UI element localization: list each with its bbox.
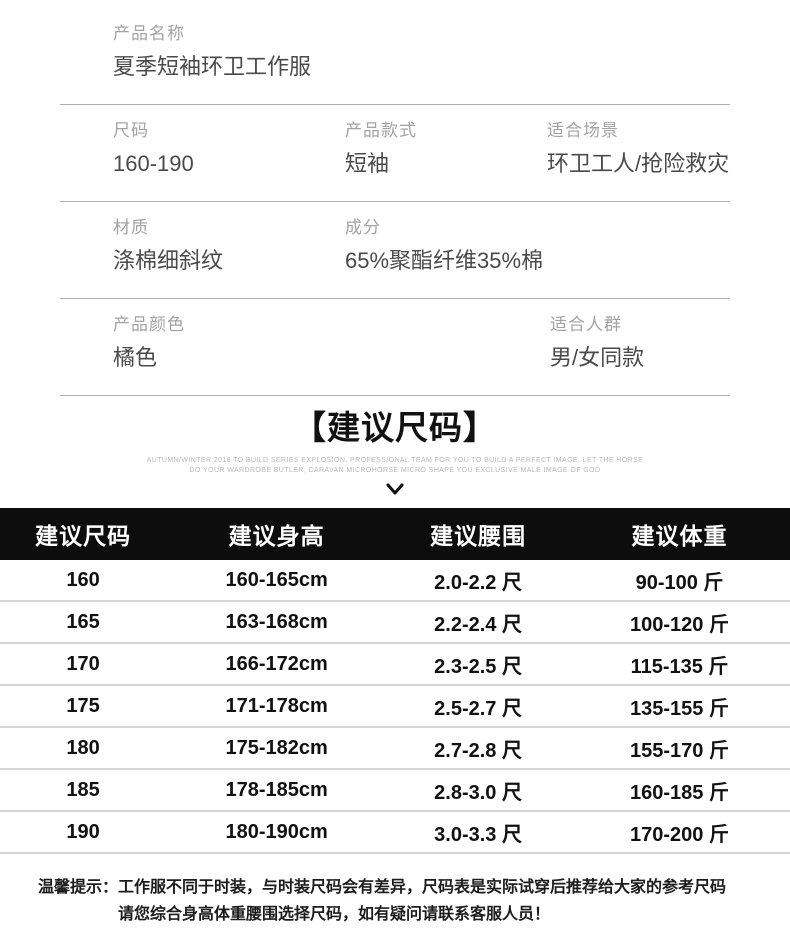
- spec-cell: 产品款式 短袖: [345, 119, 547, 179]
- spec-value-material: 涤棉细斜纹: [113, 248, 224, 273]
- spec-label-material: 材质: [113, 218, 149, 237]
- cell-size: 160: [0, 560, 167, 602]
- spec-cell: 成分 65%聚酯纤维35%棉: [345, 216, 730, 276]
- header-suggested-height: 建议身高: [166, 508, 388, 560]
- suggested-size-title: 【建议尺码】: [293, 409, 497, 446]
- cell-height: 160-165cm: [166, 560, 388, 602]
- cell-size: 180: [0, 727, 167, 770]
- spec-value-product-name: 夏季短袖环卫工作服: [113, 54, 312, 79]
- cell-waist: 2.7-2.8 尺: [387, 727, 569, 770]
- cell-weight: 160-185 斤: [569, 769, 790, 812]
- table-row: 175 171-178cm 2.5-2.7 尺 135-155 斤: [0, 685, 790, 728]
- spec-label-color: 产品颜色: [113, 315, 185, 334]
- spec-cell: 适合场景 环卫工人/抢险救灾: [547, 119, 730, 179]
- notice-lines: 工作服不同于时装，与时装尺码会有差异，尺码表是实际试穿后推荐给大家的参考尺码 请…: [118, 874, 770, 928]
- spec-cell: 适合人群 男/女同款: [550, 313, 730, 373]
- cell-waist: 2.2-2.4 尺: [387, 601, 569, 644]
- cell-size: 190: [0, 811, 167, 854]
- spec-cell: 尺码 160-190: [113, 119, 345, 179]
- header-suggested-size: 建议尺码: [0, 508, 167, 560]
- cell-size: 175: [0, 685, 167, 728]
- cell-waist: 3.0-3.3 尺: [387, 811, 569, 854]
- cell-height: 163-168cm: [166, 601, 388, 644]
- warm-tip-notice: 温馨提示： 工作服不同于时装，与时装尺码会有差异，尺码表是实际试穿后推荐给大家的…: [0, 874, 790, 928]
- cell-weight: 155-170 斤: [569, 727, 790, 770]
- spec-label-size: 尺码: [113, 121, 149, 140]
- table-row: 170 166-172cm 2.3-2.5 尺 115-135 斤: [0, 643, 790, 686]
- decorative-english-line-2: DO YOUR WARDROBE BUTLER, CARAVAN MICROHO…: [189, 467, 601, 474]
- cell-height: 180-190cm: [166, 811, 388, 854]
- spec-row-size-style-scene: 尺码 160-190 产品款式 短袖 适合场景 环卫工人/抢险救灾: [60, 105, 730, 202]
- spec-cell: 产品颜色 橘色: [113, 313, 550, 373]
- size-chart-header: 建议尺码 建议身高 建议腰围 建议体重: [0, 508, 790, 560]
- table-row: 180 175-182cm 2.7-2.8 尺 155-170 斤: [0, 727, 790, 770]
- spec-value-scene: 环卫工人/抢险救灾: [547, 151, 730, 176]
- header-suggested-weight: 建议体重: [569, 508, 790, 560]
- cell-weight: 100-120 斤: [569, 601, 790, 644]
- cell-height: 166-172cm: [166, 643, 388, 686]
- spec-value-size: 160-190: [113, 151, 194, 176]
- spec-value-composition: 65%聚酯纤维35%棉: [345, 248, 544, 273]
- notice-line-2: 请您综合身高体重腰围选择尺码，如有疑问请联系客服人员！: [118, 906, 551, 923]
- spec-row-product-name: 产品名称 夏季短袖环卫工作服: [60, 8, 730, 105]
- spec-row-material-composition: 材质 涤棉细斜纹 成分 65%聚酯纤维35%棉: [60, 202, 730, 299]
- spec-label-crowd: 适合人群: [550, 315, 622, 334]
- notice-line-1: 工作服不同于时装，与时装尺码会有差异，尺码表是实际试穿后推荐给大家的参考尺码: [118, 879, 727, 896]
- header-suggested-waist: 建议腰围: [387, 508, 569, 560]
- spec-cell: 产品名称 夏季短袖环卫工作服: [113, 22, 730, 82]
- product-spec-section: 产品名称 夏季短袖环卫工作服 尺码 160-190 产品款式 短袖 适合场景 环…: [0, 0, 790, 396]
- table-row: 160 160-165cm 2.0-2.2 尺 90-100 斤: [0, 560, 790, 602]
- spec-label-style: 产品款式: [345, 121, 417, 140]
- spec-value-style: 短袖: [345, 151, 390, 176]
- spec-cell: 材质 涤棉细斜纹: [113, 216, 345, 276]
- cell-size: 185: [0, 769, 167, 812]
- cell-weight: 115-135 斤: [569, 643, 790, 686]
- table-row: 185 178-185cm 2.8-3.0 尺 160-185 斤: [0, 769, 790, 812]
- cell-waist: 2.0-2.2 尺: [387, 560, 569, 602]
- cell-size: 170: [0, 643, 167, 686]
- cell-weight: 170-200 斤: [569, 811, 790, 854]
- table-row: 165 163-168cm 2.2-2.4 尺 100-120 斤: [0, 601, 790, 644]
- spec-value-crowd: 男/女同款: [550, 345, 645, 370]
- table-header-row: 建议尺码 建议身高 建议腰围 建议体重: [0, 508, 790, 560]
- cell-waist: 2.3-2.5 尺: [387, 643, 569, 686]
- chevron-down-icon: [386, 483, 404, 495]
- cell-height: 175-182cm: [166, 727, 388, 770]
- spec-label-composition: 成分: [345, 218, 381, 237]
- spec-label-scene: 适合场景: [547, 121, 619, 140]
- spec-row-color-crowd: 产品颜色 橘色 适合人群 男/女同款: [60, 299, 730, 396]
- cell-waist: 2.5-2.7 尺: [387, 685, 569, 728]
- cell-height: 171-178cm: [166, 685, 388, 728]
- chevron-wrap: [0, 482, 790, 498]
- spec-value-color: 橘色: [113, 345, 158, 370]
- cell-height: 178-185cm: [166, 769, 388, 812]
- cell-weight: 135-155 斤: [569, 685, 790, 728]
- spec-label-product-name: 产品名称: [113, 24, 185, 43]
- cell-size: 165: [0, 601, 167, 644]
- cell-weight: 90-100 斤: [569, 560, 790, 602]
- decorative-english-line-1: AUTUMN/WINTER 2018 TO BUILD SERIES EXPLO…: [146, 457, 644, 464]
- cell-waist: 2.8-3.0 尺: [387, 769, 569, 812]
- table-row: 190 180-190cm 3.0-3.3 尺 170-200 斤: [0, 811, 790, 854]
- size-chart-table: 建议尺码 建议身高 建议腰围 建议体重 160 160-165cm 2.0-2.…: [0, 508, 790, 854]
- notice-prefix: 温馨提示：: [38, 879, 119, 896]
